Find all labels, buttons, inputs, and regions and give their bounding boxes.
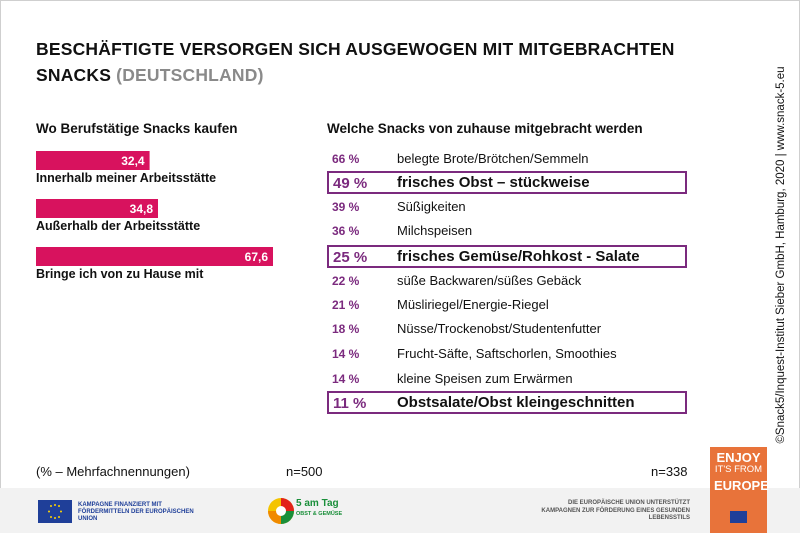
snack-percent: 25 % bbox=[333, 249, 368, 266]
snack-percent: 66 % bbox=[332, 152, 360, 166]
snack-percent: 11 % bbox=[333, 395, 367, 412]
bar-category-label: Bringe ich von zu Hause mit bbox=[36, 267, 204, 281]
enjoy-line-2: IT'S FROM bbox=[714, 464, 763, 475]
five-a-day-logo-icon bbox=[268, 498, 294, 524]
snack-percent: 49 % bbox=[333, 175, 368, 192]
snack-percent: 14 % bbox=[332, 372, 360, 386]
snack-row: 18 % Nüsse/Trockenobst/Studentenfutter bbox=[327, 319, 687, 339]
snack-label: kleine Speisen zum Erwärmen bbox=[397, 371, 573, 386]
enjoy-line-3: EUROPE bbox=[714, 478, 769, 493]
multiple-answers-note: (% – Mehrfachnennungen) bbox=[36, 464, 190, 479]
snack-label: Müsliriegel/Energie-Riegel bbox=[397, 297, 549, 312]
snack-percent: 22 % bbox=[332, 274, 360, 288]
snack-percent: 39 % bbox=[332, 200, 360, 214]
snack-label: frisches Gemüse/Rohkost - Salate bbox=[397, 248, 640, 265]
snack-label: frisches Obst – stückweise bbox=[397, 174, 590, 191]
snack-label: süße Backwaren/süßes Gebäck bbox=[397, 273, 582, 288]
snack-label: Obstsalate/Obst kleingeschnitten bbox=[397, 394, 635, 411]
bar-2 bbox=[36, 199, 159, 218]
sample-size-left: n=500 bbox=[286, 464, 323, 479]
bar-value-label: 67,6 bbox=[245, 250, 269, 264]
bar-3 bbox=[36, 247, 273, 266]
snack-percent: 14 % bbox=[332, 347, 360, 361]
snack-row: 36 % Milchspeisen bbox=[327, 221, 687, 241]
snack-row: 21 % Müsliriegel/Energie-Riegel bbox=[327, 295, 687, 315]
footer-bar bbox=[0, 488, 800, 533]
logo-sub-text: OBST & GEMÜSE bbox=[296, 511, 343, 517]
snack-row: 14 % kleine Speisen zum Erwärmen bbox=[327, 369, 687, 389]
source-text: ©Snack5/Inquest-Institut Sieber GmbH, Ha… bbox=[775, 66, 787, 444]
logo-main-text: 5 am Tag bbox=[296, 498, 339, 509]
small-eu-flag-icon bbox=[730, 511, 747, 523]
snack-percent: 21 % bbox=[332, 298, 360, 312]
eu-funding-text: KAMPAGNE FINANZIERT MIT FÖRDERMITTELN DE… bbox=[78, 502, 194, 522]
snack-row: 66 % belegte Brote/Brötchen/Semmeln bbox=[327, 149, 687, 169]
left-chart-title: Wo Berufstätige Snacks kaufen bbox=[36, 121, 238, 136]
bar-category-label: Außerhalb der Arbeitsstätte bbox=[36, 219, 201, 233]
enjoy-europe-badge: ENJOY IT'S FROM EUROPE bbox=[710, 447, 769, 533]
snack-row: 39 % Süßigkeiten bbox=[327, 197, 687, 217]
snack-row-highlighted: 25 % frisches Gemüse/Rohkost - Salate bbox=[327, 245, 687, 268]
source-credit: ©Snack5/Inquest-Institut Sieber GmbH, Ha… bbox=[771, 20, 791, 490]
title-suffix: (DEUTSCHLAND) bbox=[116, 65, 264, 85]
eu-flag-icon bbox=[38, 500, 72, 523]
enjoy-line-1: ENJOY bbox=[716, 450, 761, 465]
snack-label: Süßigkeiten bbox=[397, 199, 466, 214]
sample-size-right: n=338 bbox=[651, 464, 688, 479]
bar-category-label: Innerhalb meiner Arbeitsstätte bbox=[36, 171, 217, 185]
snack-row: 22 % süße Backwaren/süßes Gebäck bbox=[327, 271, 687, 291]
snack-percent: 18 % bbox=[332, 322, 360, 336]
snack-label: Nüsse/Trockenobst/Studentenfutter bbox=[397, 321, 602, 336]
eu-support-text: DIE EUROPÄISCHE UNION UNTERSTÜTZT KAMPAG… bbox=[541, 500, 690, 521]
page-title: BESCHÄFTIGTE VERSORGEN SICH AUSGEWOGEN M… bbox=[36, 36, 736, 88]
right-list-title: Welche Snacks von zuhause mitgebracht we… bbox=[327, 121, 643, 136]
snack-label: Milchspeisen bbox=[397, 223, 473, 238]
snack-row-highlighted: 49 % frisches Obst – stückweise bbox=[327, 171, 687, 194]
snack-label: belegte Brote/Brötchen/Semmeln bbox=[397, 151, 589, 166]
bar-value-label: 32,4 bbox=[121, 154, 145, 168]
snack-label: Frucht-Säfte, Saftschorlen, Smoothies bbox=[397, 346, 617, 361]
bar-value-label: 34,8 bbox=[130, 202, 154, 216]
snack-row-highlighted: 11 % Obstsalate/Obst kleingeschnitten bbox=[327, 391, 687, 414]
title-main: BESCHÄFTIGTE VERSORGEN SICH AUSGEWOGEN M… bbox=[36, 39, 675, 85]
snack-percent: 36 % bbox=[332, 224, 360, 238]
snack-row: 14 % Frucht-Säfte, Saftschorlen, Smoothie… bbox=[327, 344, 687, 364]
bar-1 bbox=[36, 151, 150, 170]
